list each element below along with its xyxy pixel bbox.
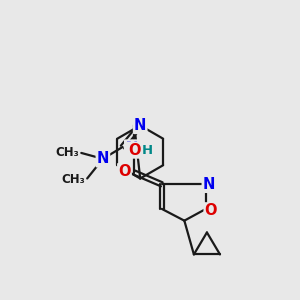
Text: N: N bbox=[134, 118, 146, 133]
Text: CH₃: CH₃ bbox=[61, 173, 85, 186]
Text: H: H bbox=[142, 145, 153, 158]
Text: CH₃: CH₃ bbox=[56, 146, 79, 159]
Text: O: O bbox=[118, 164, 131, 179]
Text: O: O bbox=[128, 142, 140, 158]
Text: O: O bbox=[205, 203, 217, 218]
Text: N: N bbox=[125, 140, 137, 155]
Text: N: N bbox=[203, 177, 215, 192]
Text: N: N bbox=[97, 151, 109, 166]
